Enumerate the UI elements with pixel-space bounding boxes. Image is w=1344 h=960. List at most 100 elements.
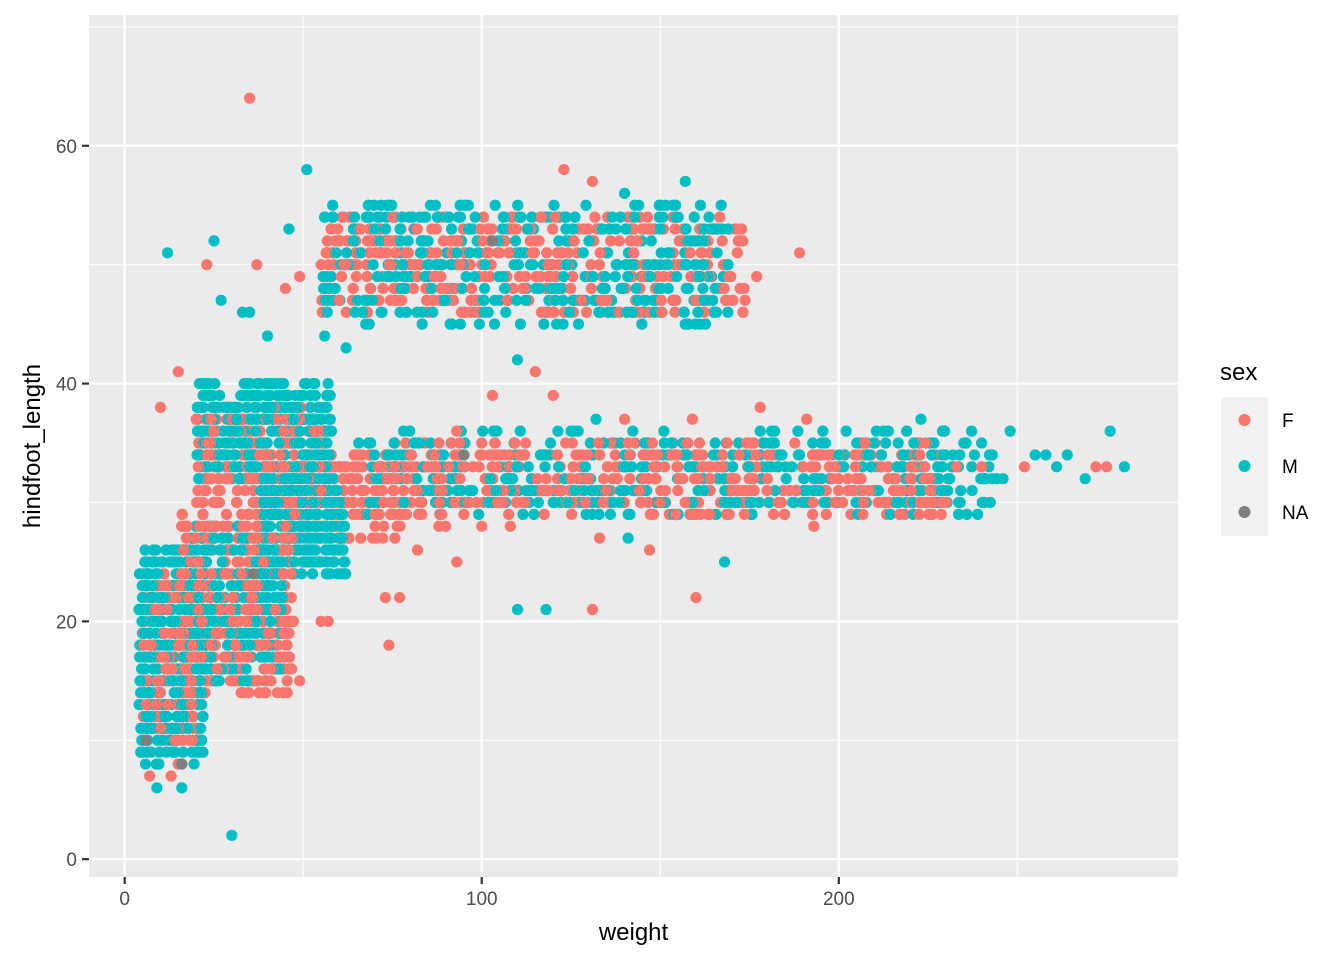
- point-f: [567, 461, 579, 473]
- point-f: [586, 603, 599, 616]
- point-f: [374, 247, 386, 259]
- point-f: [385, 508, 397, 520]
- point-m: [692, 306, 704, 318]
- point-f: [340, 306, 352, 318]
- point-f: [624, 235, 636, 247]
- point-m: [966, 484, 978, 497]
- point-m: [585, 484, 597, 497]
- point-f: [185, 556, 197, 568]
- point-f: [750, 449, 762, 461]
- point-f: [161, 603, 173, 616]
- point-m: [274, 556, 286, 568]
- point-m: [363, 211, 375, 223]
- point-m: [679, 175, 691, 188]
- point-f: [672, 484, 684, 497]
- point-f: [335, 270, 348, 283]
- point-m: [500, 306, 512, 318]
- point-f: [547, 389, 559, 402]
- point-f: [467, 461, 479, 473]
- point-m: [418, 235, 430, 247]
- point-m: [398, 282, 410, 295]
- point-m: [216, 449, 229, 461]
- point-f: [389, 247, 401, 259]
- point-f: [502, 294, 514, 306]
- point-f: [565, 473, 577, 485]
- point-m: [444, 318, 456, 330]
- point-f: [600, 484, 612, 497]
- point-m: [599, 270, 611, 283]
- point-f: [562, 247, 574, 259]
- point-m: [511, 354, 524, 366]
- point-f: [347, 282, 359, 295]
- point-f: [542, 259, 554, 271]
- point-f: [280, 520, 292, 532]
- point-m: [196, 639, 208, 651]
- point-m: [321, 508, 333, 520]
- point-f: [751, 270, 763, 283]
- point-f: [529, 366, 541, 378]
- point-m: [145, 710, 157, 723]
- point-f: [611, 473, 623, 485]
- point-m: [135, 746, 147, 758]
- point-f: [281, 639, 293, 651]
- point-m: [817, 425, 829, 437]
- point-m: [266, 401, 278, 413]
- point-f: [195, 568, 207, 580]
- point-m: [365, 496, 377, 509]
- point-f: [876, 461, 888, 473]
- point-f: [182, 591, 195, 604]
- point-m: [908, 437, 920, 449]
- point-f: [936, 496, 948, 509]
- point-m: [774, 449, 786, 461]
- point-f: [808, 520, 820, 532]
- point-f: [404, 449, 417, 461]
- point-m: [419, 270, 431, 283]
- point-f: [154, 401, 167, 413]
- point-f: [684, 247, 696, 259]
- legend-label-m: M: [1282, 457, 1298, 478]
- point-m: [818, 496, 830, 509]
- point-m: [278, 473, 290, 485]
- point-m: [134, 675, 147, 687]
- point-m: [807, 437, 819, 449]
- point-m: [195, 377, 207, 390]
- point-f: [204, 449, 216, 461]
- point-m: [479, 259, 491, 271]
- point-f: [643, 544, 656, 556]
- point-m: [258, 473, 270, 485]
- point-f: [294, 270, 306, 283]
- point-f: [428, 270, 440, 283]
- point-f: [341, 496, 353, 509]
- point-m: [586, 508, 598, 520]
- point-m: [693, 270, 705, 283]
- point-m: [335, 508, 347, 520]
- point-m: [711, 247, 723, 259]
- point-m: [644, 270, 656, 283]
- point-m: [274, 377, 286, 390]
- point-f: [510, 223, 522, 235]
- point-f: [673, 235, 686, 247]
- point-m: [244, 389, 256, 402]
- point-m: [538, 318, 550, 330]
- point-f: [196, 615, 208, 627]
- point-m: [320, 496, 332, 509]
- point-f: [452, 235, 464, 247]
- point-f: [913, 508, 925, 520]
- point-m: [188, 758, 200, 770]
- point-f: [237, 687, 250, 699]
- point-m: [577, 247, 589, 259]
- point-f: [536, 211, 548, 223]
- point-f: [578, 223, 590, 235]
- point-m: [697, 282, 709, 295]
- point-m: [514, 425, 526, 437]
- point-m: [174, 556, 186, 568]
- point-f: [176, 520, 188, 532]
- point-m: [353, 437, 365, 449]
- point-f: [656, 306, 668, 318]
- point-f: [350, 270, 362, 283]
- point-f: [634, 496, 647, 509]
- point-f: [289, 508, 301, 520]
- point-f: [315, 484, 327, 497]
- point-m: [710, 306, 722, 318]
- point-m: [877, 425, 889, 437]
